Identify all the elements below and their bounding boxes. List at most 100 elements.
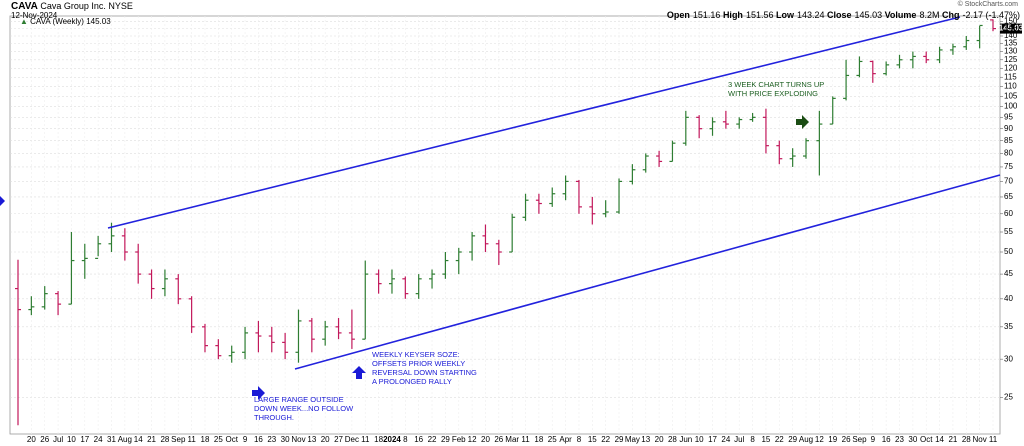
- date: 12-Nov-2024: [11, 11, 58, 20]
- y-tick-label: 50: [1004, 247, 1013, 256]
- last-price-label: 145.03: [999, 24, 1024, 33]
- x-tick-label: 8: [403, 435, 408, 444]
- annotation-line: DOWN WEEK...NO FOLLOW: [254, 404, 354, 413]
- x-tick-label: Dec: [345, 435, 359, 444]
- y-tick-label: 80: [1004, 149, 1013, 158]
- x-tick-label: Oct: [225, 435, 238, 444]
- x-tick-label: 2024: [383, 435, 401, 444]
- annotation-line: OFFSETS PRIOR WEEKLY: [372, 359, 465, 368]
- stat-value: 151.56: [745, 10, 774, 20]
- x-tick-label: 26: [494, 435, 503, 444]
- y-tick-label: 55: [1004, 227, 1013, 236]
- y-tick-label: 125: [1004, 55, 1018, 64]
- x-tick-label: 8: [577, 435, 582, 444]
- arrow-right-blue: [252, 386, 265, 400]
- stat-label: High: [722, 10, 743, 20]
- x-tick-label: Jul: [734, 435, 744, 444]
- x-tick-label: 30: [908, 435, 917, 444]
- x-tick-label: 20: [481, 435, 490, 444]
- x-tick-label: 22: [428, 435, 437, 444]
- annotation-line: A PROLONGED RALLY: [372, 377, 452, 386]
- x-tick-label: 13: [641, 435, 650, 444]
- x-tick-label: 20: [321, 435, 330, 444]
- legend-value: 145.03: [86, 17, 111, 26]
- y-tick-label: 70: [1004, 177, 1013, 186]
- annotation-line: REVERSAL DOWN STARTING: [372, 368, 477, 377]
- x-tick-label: 16: [882, 435, 891, 444]
- y-tick-label: 25: [1004, 393, 1013, 402]
- stat-label: Open: [666, 10, 690, 20]
- annotation-line: WEEKLY KEYSER SOZE:: [372, 350, 460, 359]
- y-tick-label: 60: [1004, 209, 1013, 218]
- annotation-line: THROUGH.: [254, 413, 294, 422]
- x-tick-label: 11: [521, 435, 530, 444]
- x-tick-label: Apr: [559, 435, 572, 444]
- x-tick-label: 16: [414, 435, 423, 444]
- x-tick-label: 31: [107, 435, 116, 444]
- legend: ▲ CAVA (Weekly) 145.03: [20, 17, 111, 26]
- x-tick-label: Mar: [505, 435, 519, 444]
- x-tick-label: 18: [374, 435, 383, 444]
- grid: [10, 16, 1003, 434]
- plot-frame: [9, 15, 1001, 435]
- company: Cava Group Inc.: [40, 1, 106, 11]
- y-tick-label: 35: [1004, 322, 1013, 331]
- x-tick-label: 29: [788, 435, 797, 444]
- stat-label: Low: [775, 10, 794, 20]
- exchange: NYSE: [108, 1, 133, 11]
- stat-label: Close: [827, 10, 852, 20]
- y-tick-label: 90: [1004, 124, 1013, 133]
- x-tick-label: Aug: [799, 435, 813, 444]
- x-tick-label: 23: [267, 435, 276, 444]
- x-tick-label: 15: [761, 435, 770, 444]
- annotation-line: LARGE RANGE OUTSIDE: [254, 395, 344, 404]
- x-tick-label: 11: [989, 435, 998, 444]
- y-tick-label: 100: [1004, 102, 1018, 111]
- x-tick-label: 30: [281, 435, 290, 444]
- x-tick-label: 10: [695, 435, 704, 444]
- y-tick-label: 40: [1004, 294, 1013, 303]
- x-tick-label: 26: [842, 435, 851, 444]
- x-tick-label: Nov: [291, 435, 305, 444]
- y-tick-label: 150: [1004, 17, 1018, 26]
- last-price-box: [1000, 23, 1022, 34]
- x-tick-label: 28: [668, 435, 677, 444]
- x-tick-label: Jun: [679, 435, 692, 444]
- x-tick-label: Sep: [852, 435, 867, 444]
- y-tick-label: 115: [1004, 72, 1017, 81]
- y-tick-label: 110: [1004, 82, 1017, 91]
- y-tick-label: 130: [1004, 47, 1018, 56]
- x-tick-label: 28: [962, 435, 971, 444]
- x-tick-label: Jul: [53, 435, 63, 444]
- y-tick-label: 95: [1004, 112, 1013, 121]
- arrow-up-blue: [352, 366, 366, 379]
- y-tick-label: 145: [1004, 24, 1018, 33]
- arrow-right-green: [796, 115, 809, 129]
- upper-trendline: [107, 16, 961, 229]
- x-tick-label: 16: [254, 435, 263, 444]
- annotation-line: WITH PRICE EXPLODING: [728, 89, 818, 98]
- y-tick-label: 105: [1004, 91, 1018, 100]
- x-tick-label: 21: [147, 435, 156, 444]
- y-tick-label: 30: [1004, 354, 1013, 363]
- stat-value: -2.17 (-1.47%): [962, 10, 1020, 20]
- x-tick-label: 27: [334, 435, 343, 444]
- x-tick-label: 14: [134, 435, 143, 444]
- x-tick-label: 20: [27, 435, 36, 444]
- x-tick-label: Oct: [920, 435, 933, 444]
- x-tick-label: 22: [601, 435, 610, 444]
- x-tick-label: May: [625, 435, 640, 444]
- x-tick-label: 12: [815, 435, 824, 444]
- title-block: CAVA Cava Group Inc. NYSE: [11, 1, 133, 12]
- x-tick-label: 10: [67, 435, 76, 444]
- x-tick-label: 22: [775, 435, 784, 444]
- x-tick-label: 15: [588, 435, 597, 444]
- x-tick-label: 29: [441, 435, 450, 444]
- stat-label: Chg: [941, 10, 960, 20]
- x-tick-label: 8: [750, 435, 755, 444]
- x-tick-label: 18: [201, 435, 210, 444]
- x-tick-label: 19: [828, 435, 837, 444]
- stat-value: 151.16: [692, 10, 721, 20]
